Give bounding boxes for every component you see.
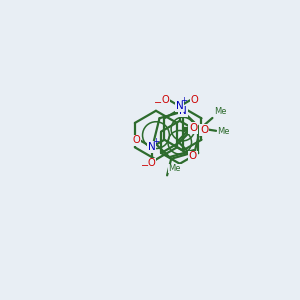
Text: N: N bbox=[148, 142, 155, 152]
Text: N: N bbox=[179, 106, 187, 116]
Text: Me: Me bbox=[214, 107, 226, 116]
Text: O: O bbox=[189, 152, 197, 161]
Text: N: N bbox=[176, 101, 184, 111]
Text: O: O bbox=[161, 94, 169, 104]
Text: O: O bbox=[189, 123, 197, 133]
Text: +: + bbox=[180, 96, 187, 105]
Text: −: − bbox=[154, 98, 162, 107]
Text: O: O bbox=[148, 158, 155, 168]
Text: O: O bbox=[190, 94, 198, 104]
Text: −: − bbox=[141, 161, 149, 171]
Text: Me: Me bbox=[218, 127, 230, 136]
Text: O: O bbox=[133, 135, 140, 146]
Text: +: + bbox=[152, 137, 159, 146]
Text: Me: Me bbox=[169, 164, 181, 173]
Text: O: O bbox=[200, 125, 208, 135]
